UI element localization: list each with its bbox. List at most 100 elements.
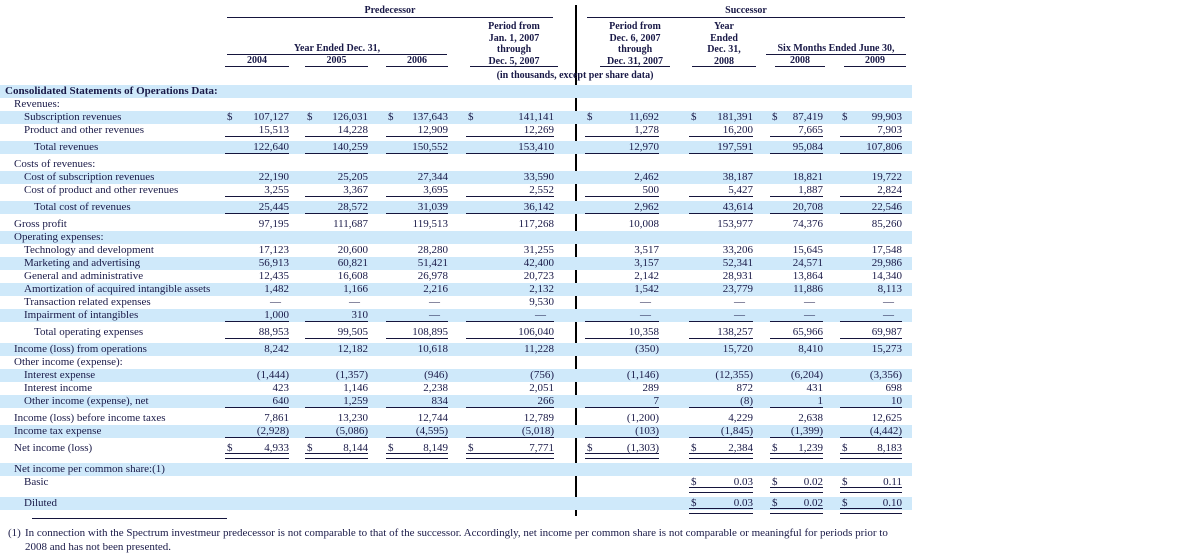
cell-value: (8) bbox=[740, 395, 753, 407]
value-cell: 117,268 bbox=[466, 218, 554, 231]
value-cell: 16,200 bbox=[689, 124, 753, 137]
value-cell: $141,141 bbox=[466, 111, 554, 124]
cell-value: (1,146) bbox=[626, 369, 659, 381]
cell-value: 289 bbox=[642, 382, 660, 394]
value-cell: 5,427 bbox=[689, 184, 753, 197]
value-cell: 24,571 bbox=[770, 257, 823, 270]
value-cell: 17,123 bbox=[225, 244, 289, 257]
value-cell: (1,200) bbox=[585, 412, 659, 425]
value-cell: 65,966 bbox=[770, 326, 823, 339]
row-label: Consolidated Statements of Operations Da… bbox=[5, 85, 218, 97]
row-label: Other income (expense): bbox=[14, 356, 123, 368]
dollar-sign: $ bbox=[307, 111, 313, 123]
value-cell: 31,255 bbox=[466, 244, 554, 257]
cell-value: — bbox=[270, 296, 281, 308]
value-cell: 12,970 bbox=[585, 141, 659, 154]
cell-value: (1,357) bbox=[335, 369, 368, 381]
value-cell: 1,278 bbox=[585, 124, 659, 137]
cell-value: 640 bbox=[272, 395, 290, 407]
value-cell: 33,206 bbox=[689, 244, 753, 257]
value-cell bbox=[585, 476, 659, 489]
cell-value: 8,410 bbox=[798, 343, 823, 355]
cell-value: (5,018) bbox=[521, 425, 554, 437]
value-cell: (3,356) bbox=[840, 369, 902, 382]
cell-value: 153,977 bbox=[717, 218, 753, 230]
value-cell: 7,903 bbox=[840, 124, 902, 137]
cell-value: 8,242 bbox=[264, 343, 289, 355]
value-cell: $ (1,303) bbox=[585, 442, 659, 459]
value-cell: 8,113 bbox=[840, 283, 902, 296]
value-cell: 20,723 bbox=[466, 270, 554, 283]
value-cell: 10 bbox=[840, 395, 902, 408]
table-row: Net income per common share:(1) bbox=[0, 463, 912, 476]
table-row: Total cost of revenues 25,445 28,572 31,03… bbox=[0, 201, 912, 214]
value-cell: (756) bbox=[466, 369, 554, 382]
row-label: Interest income bbox=[24, 382, 93, 394]
value-cell: 74,376 bbox=[770, 218, 823, 231]
value-cell: — bbox=[770, 309, 823, 322]
cell-value: — bbox=[535, 309, 546, 321]
value-cell: $1,239 bbox=[770, 442, 823, 459]
table-row: Income (loss) from operations 8,242 12,18… bbox=[0, 343, 912, 356]
dollar-sign: $ bbox=[227, 111, 233, 123]
value-cell: 3,255 bbox=[225, 184, 289, 197]
value-cell: 2,462 bbox=[585, 171, 659, 184]
value-cell: 85,260 bbox=[840, 218, 902, 231]
header-line: Ended bbox=[710, 32, 738, 44]
value-cell bbox=[386, 476, 448, 489]
table-row: Income tax expense (2,928) (5,086) (4,595)… bbox=[0, 425, 912, 438]
value-cell: — bbox=[585, 296, 659, 309]
cell-value: (2,928) bbox=[256, 425, 289, 437]
row-label: Income tax expense bbox=[14, 425, 102, 437]
cell-value: — bbox=[640, 309, 651, 321]
table-row: Interest income 423 1,146 2,238 2,051 289 872… bbox=[0, 382, 912, 395]
value-cell: (946) bbox=[386, 369, 448, 382]
value-cell: 150,552 bbox=[386, 141, 448, 154]
cell-value: 137,643 bbox=[412, 111, 448, 123]
value-cell: 14,228 bbox=[305, 124, 368, 137]
value-cell: 266 bbox=[466, 395, 554, 408]
value-cell: (4,595) bbox=[386, 425, 448, 438]
dollar-sign: $ bbox=[388, 111, 394, 123]
cell-value: 3,695 bbox=[423, 184, 448, 196]
value-cell: 2,824 bbox=[840, 184, 902, 197]
value-cell: 3,695 bbox=[386, 184, 448, 197]
cell-value: 74,376 bbox=[792, 218, 823, 230]
dollar-sign: $ bbox=[587, 111, 593, 123]
cell-value: 310 bbox=[351, 309, 369, 321]
row-label: General and administrative bbox=[24, 270, 144, 282]
cell-value: 117,268 bbox=[518, 218, 554, 230]
value-cell: $0.03 bbox=[689, 476, 753, 493]
cell-value: 11,886 bbox=[793, 283, 823, 295]
cell-value: 0.02 bbox=[803, 476, 823, 488]
row-label: Income (loss) before income taxes bbox=[14, 412, 166, 424]
table-row: Subscription revenues $107,127 $126,031 $1… bbox=[0, 111, 912, 124]
value-cell: 18,821 bbox=[770, 171, 823, 184]
cell-value: — bbox=[804, 309, 815, 321]
cell-value: — bbox=[804, 296, 815, 308]
cell-value: 431 bbox=[806, 382, 824, 394]
value-cell: $0.03 bbox=[689, 497, 753, 514]
value-cell: 28,572 bbox=[305, 201, 368, 214]
cell-value: 2,132 bbox=[529, 283, 554, 295]
cell-value: 99,505 bbox=[337, 326, 368, 338]
value-cell: 10,008 bbox=[585, 218, 659, 231]
header-line: Dec. 5, 2007 bbox=[488, 55, 540, 67]
cell-value: (1,200) bbox=[626, 412, 659, 424]
cell-value: 12,269 bbox=[523, 124, 554, 136]
cell-value: 7,903 bbox=[877, 124, 902, 136]
value-cell: 15,513 bbox=[225, 124, 289, 137]
value-cell: 15,273 bbox=[840, 343, 902, 356]
dollar-sign: $ bbox=[468, 111, 474, 123]
value-cell: 88,953 bbox=[225, 326, 289, 339]
value-cell: 20,708 bbox=[770, 201, 823, 214]
cell-value: 2,238 bbox=[423, 382, 448, 394]
row-label: Revenues: bbox=[14, 98, 60, 110]
cell-value: 8,183 bbox=[877, 442, 902, 454]
cell-value: 126,031 bbox=[332, 111, 368, 123]
cell-value: 12,435 bbox=[258, 270, 289, 282]
period-dec-2007-header: Period from Dec. 6, 2007 through Dec. 31… bbox=[600, 21, 670, 67]
value-cell: 15,645 bbox=[770, 244, 823, 257]
value-cell: 12,909 bbox=[386, 124, 448, 137]
cell-value: 43,614 bbox=[722, 201, 753, 213]
